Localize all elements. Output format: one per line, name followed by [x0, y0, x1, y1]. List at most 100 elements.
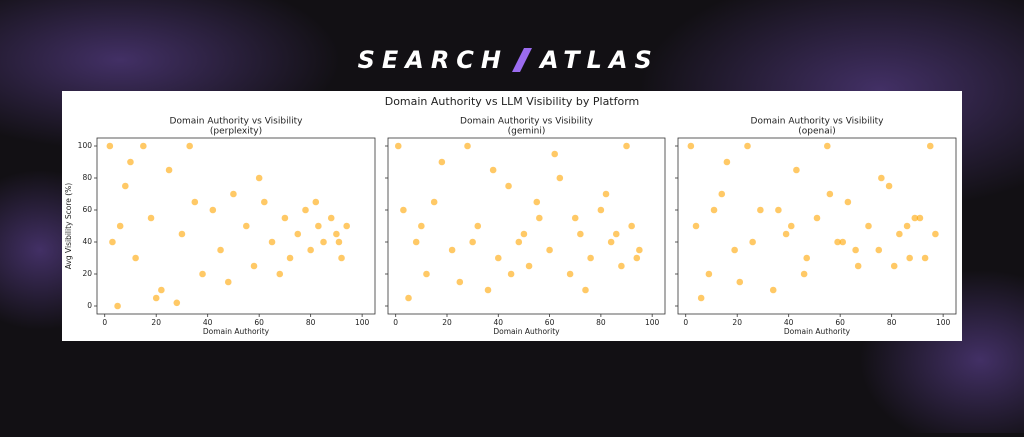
- scatter-point: [333, 230, 340, 238]
- scatter-point: [418, 222, 425, 230]
- scatter-point: [731, 246, 738, 254]
- scatter-point: [255, 174, 263, 182]
- scatter-point: [710, 206, 718, 214]
- scatter-point: [122, 182, 129, 190]
- scatter-point: [736, 278, 744, 286]
- scatter-point: [494, 254, 502, 262]
- y-tick-label: 80: [82, 173, 92, 182]
- scatter-point: [916, 214, 924, 222]
- x-tick-label: 80: [306, 318, 316, 327]
- scatter-point: [199, 270, 206, 278]
- scatter-point: [844, 198, 852, 206]
- scatter-point: [286, 254, 294, 262]
- scatter-point: [926, 142, 934, 150]
- scatter-point: [268, 238, 276, 246]
- scatter-point: [607, 238, 615, 246]
- scatter-point: [536, 214, 543, 222]
- x-tick-label: 20: [732, 318, 742, 327]
- scatter-point: [687, 142, 695, 150]
- scatter-point: [903, 222, 911, 230]
- scatter-point: [230, 190, 237, 198]
- y-tick-label: 100: [78, 141, 93, 150]
- scatter-point: [533, 198, 541, 206]
- scatter-point: [571, 214, 579, 222]
- scatter-point: [896, 230, 903, 238]
- x-tick-label: 100: [936, 318, 951, 327]
- x-tick-label: 0: [102, 318, 107, 327]
- brand-slash: [512, 48, 532, 72]
- scatter-point: [307, 246, 314, 254]
- figure-title: Domain Authority vs LLM Visibility by Pl…: [385, 95, 640, 108]
- scatter-point: [800, 270, 808, 278]
- scatter-point: [114, 302, 121, 310]
- x-tick-label: 40: [494, 318, 504, 327]
- scatter-point: [556, 174, 564, 182]
- scatter-point: [209, 206, 217, 214]
- brand-logo: SEARCH ATLAS: [358, 46, 659, 74]
- scatter-point: [405, 294, 412, 302]
- scatter-point: [782, 230, 790, 238]
- x-tick-label: 20: [442, 318, 452, 327]
- scatter-point: [697, 294, 705, 302]
- scatter-point: [865, 222, 872, 230]
- axes-frame: [96, 137, 376, 315]
- scatter-point: [718, 190, 726, 198]
- plots: Domain Authority vs Visibility(perplexit…: [64, 117, 957, 336]
- scatter-point: [178, 230, 186, 238]
- scatter-point: [140, 142, 147, 150]
- scatter-point: [438, 158, 446, 166]
- scatter-point: [132, 254, 139, 262]
- scatter-point: [744, 142, 751, 150]
- x-tick-label: 0: [683, 318, 688, 327]
- panel-subtitle: (openai): [798, 127, 836, 137]
- scatter-point: [921, 254, 929, 262]
- scatter-point: [489, 166, 497, 174]
- x-tick-label: 60: [835, 318, 845, 327]
- scatter-point: [566, 270, 574, 278]
- brand-text: ATLAS: [538, 46, 659, 74]
- scatter-point: [400, 206, 407, 214]
- scatter-point: [803, 254, 811, 262]
- scatter-point: [412, 238, 420, 246]
- scatter-point: [474, 222, 482, 230]
- scatter-point: [281, 214, 289, 222]
- x-axis-label: Domain Authority: [203, 327, 270, 336]
- scatter-point: [338, 254, 345, 262]
- scatter-point: [826, 190, 834, 198]
- x-tick-label: 100: [645, 318, 660, 327]
- scatter-point: [520, 230, 528, 238]
- panel-title: Domain Authority vs Visibility: [170, 117, 304, 127]
- panel-subtitle: (gemini): [508, 127, 546, 137]
- scatter-point: [906, 254, 913, 262]
- scatter-point: [127, 158, 134, 166]
- y-tick-label: 0: [87, 301, 92, 310]
- scatter-point: [320, 238, 327, 246]
- scatter-point: [191, 198, 199, 206]
- scatter-point: [911, 214, 919, 222]
- x-tick-label: 60: [545, 318, 555, 327]
- scatter-point: [793, 166, 800, 174]
- scatter-point: [224, 278, 232, 286]
- scatter-point: [302, 206, 309, 214]
- scatter-point: [327, 214, 335, 222]
- scatter-point: [612, 230, 620, 238]
- scatter-point: [769, 286, 777, 294]
- x-tick-label: 40: [784, 318, 794, 327]
- y-tick-label: 40: [82, 237, 92, 246]
- scatter-point: [890, 262, 898, 270]
- scatter-point: [834, 238, 841, 246]
- x-tick-label: 0: [393, 318, 398, 327]
- scatter-point: [315, 222, 322, 230]
- scatter-point: [484, 286, 492, 294]
- panel-title: Domain Authority vs Visibility: [460, 117, 594, 127]
- scatter-point: [775, 206, 782, 214]
- scatter-point: [546, 246, 553, 254]
- panel-title: Domain Authority vs Visibility: [751, 117, 885, 127]
- scatter-point: [757, 206, 764, 214]
- y-axis-label: Avg Visibility Score (%): [64, 183, 73, 270]
- x-tick-label: 80: [887, 318, 897, 327]
- x-tick-label: 60: [254, 318, 264, 327]
- scatter-point: [343, 222, 350, 230]
- scatter-point: [173, 299, 181, 307]
